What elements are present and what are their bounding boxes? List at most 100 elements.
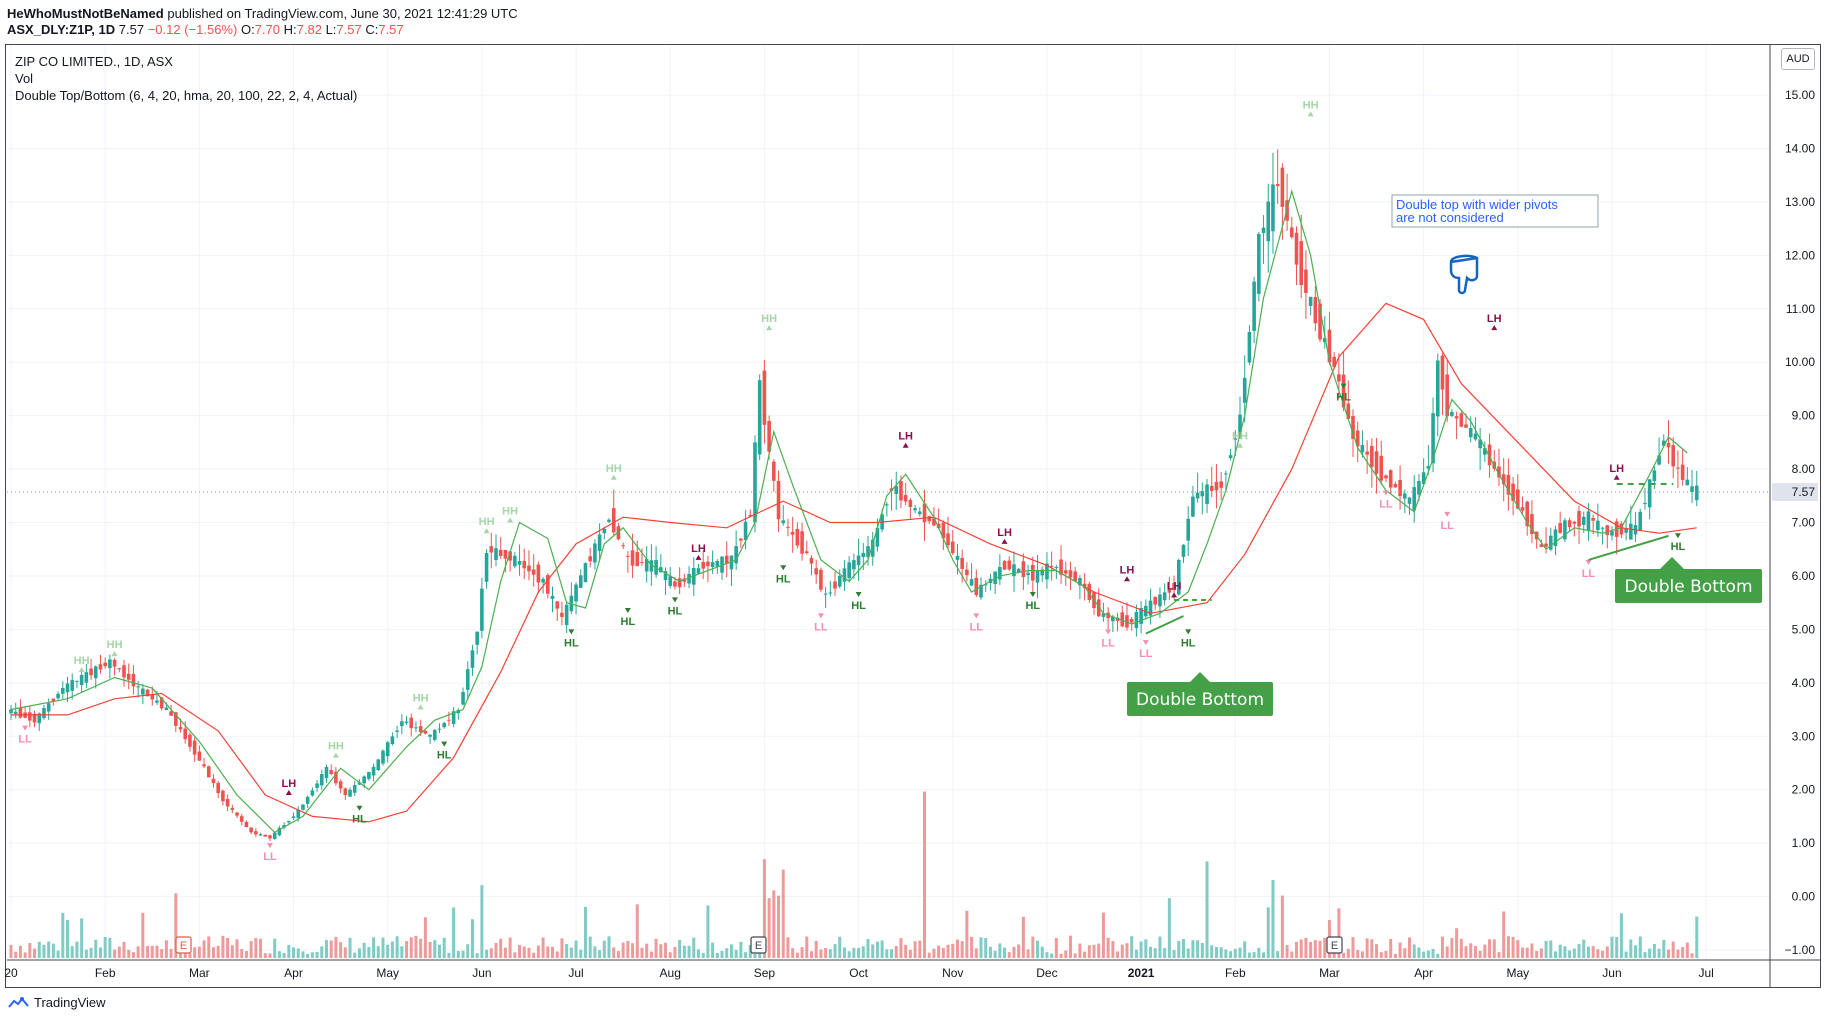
candle [451, 706, 456, 728]
volume-bar [682, 945, 686, 958]
volume-bar [786, 937, 790, 958]
o-label: O: [240, 22, 255, 37]
volume-bar [1511, 936, 1515, 958]
volume-bar [188, 953, 192, 958]
double-bottom-callout-1-label: Double Bottom [1136, 690, 1264, 710]
volume-bar [367, 946, 371, 958]
candle [310, 787, 315, 797]
volume-bar [1393, 953, 1397, 958]
volume-bar [1643, 952, 1647, 958]
volume-bar [1214, 946, 1218, 958]
volume-bar [42, 944, 46, 958]
volume-bar [287, 944, 291, 958]
candle [1619, 521, 1624, 539]
volume-bar [1544, 940, 1548, 958]
candle [809, 555, 814, 576]
candle [852, 553, 856, 579]
candle [216, 781, 220, 798]
volume-bar [1445, 946, 1449, 958]
earnings-marker[interactable]: E [750, 936, 767, 954]
volume-bar [381, 937, 385, 958]
volume-bar [1337, 908, 1341, 958]
pivot-marker: HH [1232, 431, 1248, 448]
pivot-label: LL [1379, 498, 1393, 510]
pivot-marker: LL [1101, 629, 1115, 649]
candle [1167, 576, 1172, 601]
candle [1407, 496, 1412, 515]
pivot-marker: HL [851, 591, 866, 612]
pivot-label: LH [997, 527, 1012, 539]
candle [946, 516, 950, 549]
candle [442, 721, 447, 729]
volume-bar [1591, 946, 1595, 958]
candle [352, 780, 357, 796]
volume-bar [306, 953, 310, 958]
volume-bar [640, 947, 644, 958]
volume-bar [249, 941, 253, 958]
earnings-marker[interactable]: E [175, 936, 192, 954]
y-tick-label: 0.00 [1792, 890, 1816, 904]
volume-bar [1563, 946, 1567, 958]
legend-volume[interactable]: Vol [15, 71, 34, 86]
volume-bar [452, 907, 456, 958]
pivot-label: LL [1139, 648, 1153, 660]
candle [776, 470, 781, 532]
pivot-label: LH [691, 543, 706, 555]
candle [885, 502, 889, 517]
volume-bar [348, 937, 352, 958]
candle [475, 631, 479, 655]
earnings-marker[interactable]: E [1326, 936, 1343, 954]
pivot-label: LH [281, 778, 296, 790]
volume-bar [1360, 951, 1364, 958]
candle [574, 582, 578, 615]
volume-bar [1186, 948, 1190, 958]
candle [550, 586, 555, 613]
candle [781, 505, 786, 526]
candle [668, 566, 673, 589]
candle [1553, 525, 1558, 556]
volume-bar [781, 869, 785, 958]
legend-symbol[interactable]: ZIP CO LIMITED., 1D, ASX [15, 54, 173, 69]
volume-bar [1219, 947, 1223, 958]
candle [1242, 355, 1247, 423]
candle [1572, 520, 1577, 537]
double-bottom-callout-2[interactable]: Double Bottom [1615, 557, 1762, 603]
candle [1629, 505, 1633, 540]
volume-bar [1676, 949, 1680, 958]
y-tick-label: 9.00 [1792, 409, 1816, 423]
volume-bar [918, 940, 922, 958]
pivot-marker: HH [328, 741, 344, 758]
volume-bar [988, 946, 992, 958]
double-bottom-callout-1[interactable]: Double Bottom [1127, 672, 1273, 716]
volume-bar [386, 944, 390, 958]
candle [1271, 152, 1275, 254]
y-tick-label: 1.00 [1792, 836, 1816, 850]
volume-bar [946, 944, 950, 958]
author-name[interactable]: HeWhoMustNotBeNamed [7, 6, 164, 21]
x-tick-label: Jun [1602, 966, 1621, 980]
candle [1002, 559, 1007, 571]
currency-badge[interactable]: AUD [1781, 48, 1815, 70]
footer-brand[interactable]: TradingView [8, 995, 106, 1010]
candle [753, 435, 757, 533]
candle [93, 665, 98, 689]
pivot-label: HL [668, 605, 683, 617]
volume-bar [1101, 912, 1105, 958]
candle [1068, 561, 1073, 590]
candle [1558, 511, 1562, 534]
volume-bar [1073, 953, 1077, 958]
legend-indicator[interactable]: Double Top/Bottom (6, 4, 20, hma, 20, 10… [15, 88, 358, 103]
volume-bar [1629, 939, 1633, 958]
chart-legend: ZIP CO LIMITED., 1D, ASX Vol Double Top/… [15, 53, 357, 104]
volume-bar [103, 936, 107, 958]
chart-frame [5, 44, 1821, 988]
candle [1483, 441, 1487, 463]
volume-bar [1398, 942, 1402, 958]
x-tick-label: Oct [849, 966, 868, 980]
volume-bar [1539, 948, 1543, 958]
candle [583, 562, 588, 583]
volume-bar [315, 951, 319, 958]
pivot-marker: LH [997, 527, 1012, 544]
